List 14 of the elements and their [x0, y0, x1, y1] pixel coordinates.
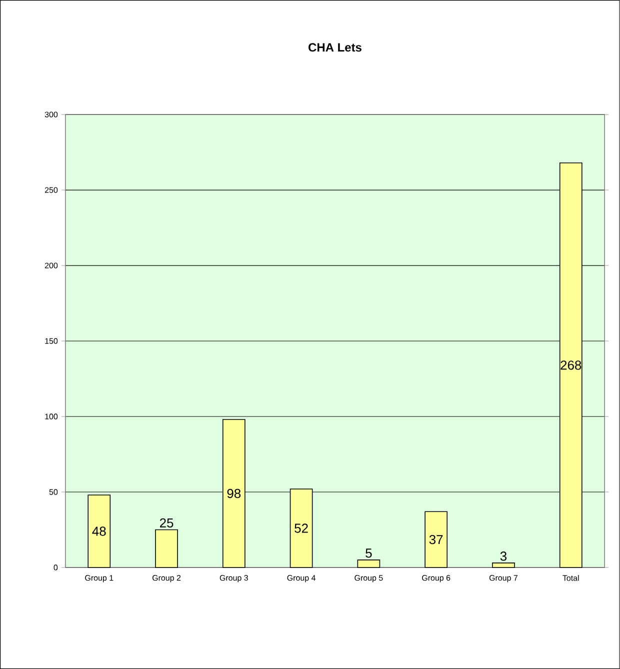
- data-label: 48: [92, 526, 106, 536]
- bar: [492, 562, 515, 568]
- data-label: 37: [429, 534, 443, 544]
- data-label: 5: [366, 548, 372, 558]
- bar: [88, 494, 111, 568]
- data-label: 52: [294, 524, 308, 533]
- bar: [155, 529, 178, 568]
- chart-title: CHA Lets: [308, 43, 362, 52]
- data-label: 268: [560, 360, 582, 370]
- data-label: 98: [227, 488, 241, 498]
- bar: [357, 560, 380, 568]
- bar: [424, 511, 448, 568]
- data-label: 3: [500, 552, 507, 561]
- data-label: 25: [160, 518, 174, 528]
